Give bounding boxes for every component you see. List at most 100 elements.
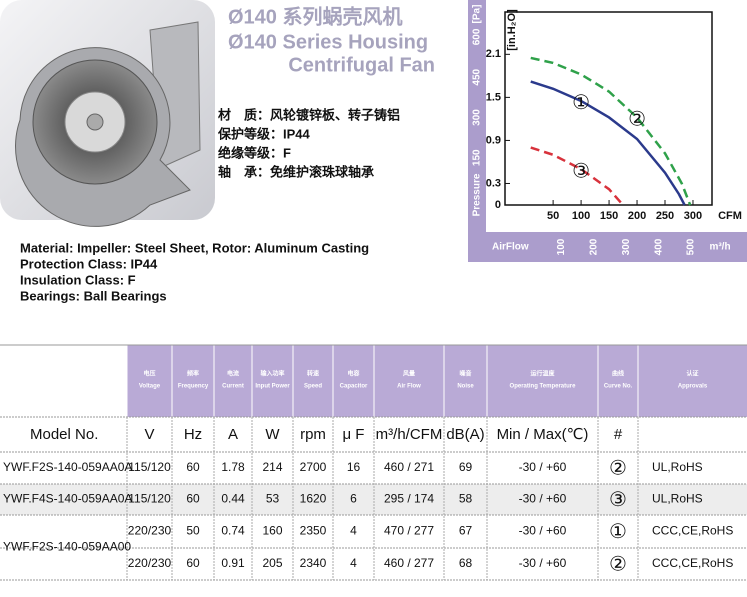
column-header: Min / Max(℃) — [497, 426, 589, 443]
cell: -30 / +60 — [519, 556, 567, 570]
cell: 220/230 — [128, 524, 172, 538]
y-tick-label: 1.5 — [486, 91, 501, 103]
spec-cn: 轴 承：免维护滚珠球轴承 — [218, 164, 374, 179]
x2-axis-title: AirFlow — [492, 242, 529, 253]
x2-axis-label: m³/h — [709, 242, 730, 253]
spec-en: Protection Class: IP44 — [20, 256, 158, 271]
header-en: Frequency — [178, 384, 209, 390]
y2-tick-label: 600 — [472, 28, 483, 45]
cell: 2340 — [300, 556, 327, 570]
x2-tick-label: 200 — [589, 238, 600, 255]
column-header: A — [228, 426, 238, 443]
header-band — [127, 345, 747, 417]
header-cn: 输入功率 — [260, 370, 284, 378]
model-no: YWF.F4S-140-059AA0A — [3, 492, 132, 506]
column-header: dB(A) — [446, 426, 484, 443]
x2-tick-label: 100 — [556, 238, 567, 255]
cell: -30 / +60 — [519, 524, 567, 538]
header-en: Operating Temperature — [510, 384, 577, 390]
model-no: YWF.F2S-140-059AA0A — [3, 460, 132, 474]
curve — [530, 80, 686, 206]
x-axis-label: CFM — [718, 210, 742, 222]
cell: 53 — [266, 492, 280, 506]
x-tick-label: 50 — [547, 210, 559, 222]
column-header: m³/h/CFM — [376, 426, 443, 443]
x-tick-label: 150 — [600, 210, 618, 222]
cell: 0.91 — [221, 556, 245, 570]
cell: 2700 — [300, 460, 327, 474]
header-cn: 电压 — [143, 370, 155, 378]
cell: 460 / 271 — [384, 460, 434, 474]
cell: 60 — [186, 460, 200, 474]
cell: 1620 — [300, 492, 327, 506]
cell: 205 — [262, 556, 282, 570]
cell: 115/120 — [128, 492, 171, 506]
column-header: Hz — [184, 426, 202, 443]
cell: 67 — [459, 524, 473, 538]
cell: 220/230 — [128, 556, 172, 570]
merge-cover — [1, 516, 126, 517]
header-cn: 转速 — [307, 370, 319, 378]
header-en: Speed — [304, 384, 322, 390]
y-tick-label: 0.3 — [486, 177, 501, 189]
spec-cn: 绝缘等级：F — [218, 145, 291, 160]
header-cn: 噪音 — [459, 370, 471, 378]
curve-label: ② — [628, 109, 646, 131]
x-tick-label: 200 — [628, 210, 646, 222]
curve — [530, 146, 624, 206]
y2-tick-label: 450 — [472, 68, 483, 85]
y2-tick-label: 300 — [472, 109, 483, 126]
header-en: Capacitor — [340, 384, 368, 390]
cell: 58 — [459, 492, 473, 506]
header-cn: 电流 — [227, 370, 239, 378]
spec-cn: 材 质：风轮镀锌板、转子铸铝 — [218, 107, 400, 122]
curve-label: ③ — [572, 160, 590, 182]
cell: 69 — [459, 460, 473, 474]
column-header: W — [265, 426, 280, 443]
title-cn: Ø140 系列蜗壳风机 — [228, 4, 402, 28]
curve-no: ② — [609, 553, 627, 575]
cell: 214 — [262, 460, 282, 474]
cell: 2350 — [300, 524, 327, 538]
header-en: Air Flow — [397, 384, 421, 390]
cell: 68 — [459, 556, 473, 570]
cell: -30 / +60 — [519, 460, 567, 474]
y2-axis-title: Pressure — [472, 173, 483, 216]
cell: 0.74 — [221, 524, 245, 538]
spec-en: Material: Impeller: Steel Sheet, Rotor: … — [20, 240, 369, 255]
y-axis-label: [in.H₂O] — [506, 9, 518, 51]
model-no: YWF.F2S-140-059AA00 — [3, 540, 131, 554]
cell: 1.78 — [221, 460, 245, 474]
fan-curve-chart: 0 0.3 0.9 1.5 2.1 50 100 150 200 250 300 CFM [in.H₂O… — [468, 0, 747, 262]
cell: 295 / 174 — [384, 492, 434, 506]
header-cn: 认证 — [686, 370, 698, 378]
header-cn: 电容 — [347, 370, 359, 378]
header-cn: 频率 — [187, 370, 199, 378]
cell: 6 — [350, 492, 357, 506]
x2-tick-label: 300 — [621, 238, 632, 255]
y2-tick-label: 150 — [472, 149, 483, 166]
cell: 50 — [186, 524, 200, 538]
header-en: Approvals — [678, 384, 708, 390]
header-en: Current — [222, 384, 244, 390]
header-cn: 风量 — [403, 370, 415, 378]
approval: UL,RoHS — [652, 492, 703, 506]
curve-label: ① — [572, 92, 590, 114]
x-tick-label: 100 — [572, 210, 590, 222]
column-header: V — [144, 426, 154, 443]
approval: CCC,CE,RoHS — [652, 524, 733, 538]
curve-no: ② — [609, 457, 627, 479]
cell: 4 — [350, 524, 357, 538]
spec-table: 电压 Voltage 频率 Frequency 电流 Current 输入功率 Input P… — [0, 344, 747, 581]
header-en: Input Power — [255, 384, 290, 390]
column-header: # — [614, 426, 623, 443]
cell: 115/120 — [128, 460, 171, 474]
title-en: Centrifugal Fan — [288, 54, 435, 76]
approval: UL,RoHS — [652, 460, 703, 474]
column-header: μ F — [343, 426, 365, 443]
header-en: Noise — [457, 384, 474, 390]
cell: 0.44 — [221, 492, 245, 506]
approval: CCC,CE,RoHS — [652, 556, 733, 570]
spec-en: Bearings: Ball Bearings — [20, 288, 167, 303]
curve — [530, 56, 692, 206]
